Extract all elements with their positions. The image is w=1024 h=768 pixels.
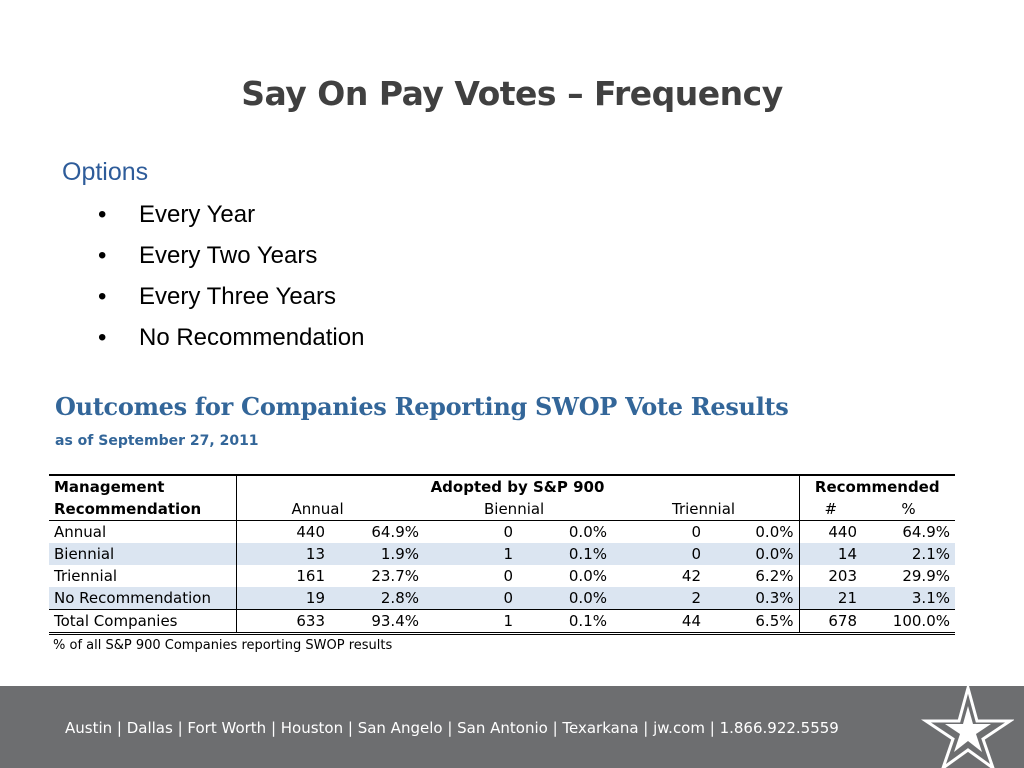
triennial-count: 42 bbox=[681, 567, 701, 585]
triennial-percent: 6.2% bbox=[755, 567, 794, 585]
row-label: Biennial bbox=[49, 543, 236, 565]
table-title: Outcomes for Companies Reporting SWOP Vo… bbox=[55, 392, 789, 421]
list-item: • Every Three Years bbox=[98, 282, 364, 323]
footer-bar: Austin | Dallas | Fort Worth | Houston |… bbox=[0, 686, 1024, 768]
header-percent: % bbox=[862, 498, 955, 521]
biennial-percent: 0.0% bbox=[568, 523, 607, 541]
table-row: No Recommendation 19 2.8% 0 0.0% 2 0.3% … bbox=[49, 587, 955, 610]
header-row: Management Adopted by S&P 900 Recommende… bbox=[49, 474, 955, 498]
table-row: Annual 440 64.9% 0 0.0% 0 0.0% 440 64.9% bbox=[49, 520, 955, 543]
option-label: Every Three Years bbox=[139, 283, 337, 310]
list-item: • Every Year bbox=[98, 200, 364, 241]
annual-count: 440 bbox=[235, 520, 330, 543]
bullet-icon: • bbox=[98, 242, 107, 269]
star-logo-icon bbox=[921, 686, 1014, 768]
biennial-percent: 0.0% bbox=[568, 567, 607, 585]
table-footnote: % of all S&P 900 Companies reporting SWO… bbox=[53, 638, 393, 653]
total-row: Total Companies 633 93.4% 1 0.1% 44 6.5%… bbox=[49, 609, 955, 635]
footer-offices: Austin | Dallas | Fort Worth | Houston |… bbox=[65, 719, 839, 737]
biennial-count: 1 bbox=[424, 609, 518, 635]
header-management: Management bbox=[49, 474, 236, 498]
recommended-percent: 3.1% bbox=[862, 587, 955, 610]
annual-count: 161 bbox=[235, 565, 330, 587]
table-row: Biennial 13 1.9% 1 0.1% 0 0.0% 14 2.1% bbox=[49, 543, 955, 565]
bullet-icon: • bbox=[98, 324, 107, 351]
option-label: Every Two Years bbox=[139, 242, 318, 269]
options-list: • Every Year • Every Two Years • Every Thre… bbox=[98, 200, 364, 364]
annual-percent: 1.9% bbox=[330, 543, 424, 565]
options-heading: Options bbox=[62, 158, 149, 186]
biennial-count: 0 bbox=[503, 523, 513, 541]
triennial-percent: 0.3% bbox=[706, 587, 799, 610]
recommended-count: 678 bbox=[798, 609, 862, 635]
triennial-count: 44 bbox=[612, 609, 706, 635]
header-biennial: Biennial bbox=[424, 498, 612, 521]
recommended-percent: 64.9% bbox=[902, 523, 950, 541]
recommended-count: 21 bbox=[798, 587, 862, 610]
bullet-icon: • bbox=[98, 283, 107, 310]
triennial-count: 0 bbox=[691, 523, 701, 541]
bullet-icon: • bbox=[98, 201, 107, 228]
table-subtitle: as of September 27, 2011 bbox=[55, 433, 259, 449]
row-label: Annual bbox=[54, 523, 107, 541]
results-table: Management Adopted by S&P 900 Recommende… bbox=[49, 474, 955, 635]
header-adopted: Adopted by S&P 900 bbox=[235, 474, 799, 498]
header-triennial: Triennial bbox=[612, 498, 799, 521]
recommended-percent: 100.0% bbox=[862, 609, 955, 635]
biennial-percent: 0.1% bbox=[518, 543, 612, 565]
row-label: No Recommendation bbox=[49, 587, 236, 610]
triennial-percent: 0.0% bbox=[706, 543, 799, 565]
annual-percent: 93.4% bbox=[330, 609, 424, 635]
recommended-percent: 29.9% bbox=[902, 567, 950, 585]
header-count: # bbox=[798, 498, 862, 521]
row-label: Triennial bbox=[54, 567, 118, 585]
option-label: No Recommendation bbox=[139, 324, 365, 351]
recommended-count: 440 bbox=[798, 520, 862, 543]
header-recommendation: Recommendation bbox=[49, 498, 236, 521]
header-annual: Annual bbox=[235, 498, 424, 521]
biennial-count: 0 bbox=[503, 567, 513, 585]
annual-percent: 64.9% bbox=[371, 523, 419, 541]
header-recommended: Recommended bbox=[798, 474, 955, 498]
annual-percent: 2.8% bbox=[330, 587, 424, 610]
recommended-count: 203 bbox=[798, 565, 862, 587]
annual-count: 13 bbox=[235, 543, 330, 565]
annual-count: 19 bbox=[235, 587, 330, 610]
annual-percent: 23.7% bbox=[371, 567, 419, 585]
table-row: Triennial 161 23.7% 0 0.0% 42 6.2% 203 2… bbox=[49, 565, 955, 587]
biennial-count: 1 bbox=[424, 543, 518, 565]
triennial-percent: 6.5% bbox=[706, 609, 799, 635]
row-label: Total Companies bbox=[49, 609, 236, 635]
option-label: Every Year bbox=[139, 201, 256, 228]
slide-title: Say On Pay Votes – Frequency bbox=[241, 74, 783, 113]
list-item: • Every Two Years bbox=[98, 241, 364, 282]
recommended-percent: 2.1% bbox=[862, 543, 955, 565]
biennial-percent: 0.0% bbox=[518, 587, 612, 610]
annual-count: 633 bbox=[235, 609, 330, 635]
biennial-percent: 0.1% bbox=[518, 609, 612, 635]
triennial-percent: 0.0% bbox=[755, 523, 794, 541]
list-item: • No Recommendation bbox=[98, 323, 364, 364]
triennial-count: 2 bbox=[612, 587, 706, 610]
biennial-count: 0 bbox=[424, 587, 518, 610]
recommended-count: 14 bbox=[798, 543, 862, 565]
triennial-count: 0 bbox=[612, 543, 706, 565]
header-row: Recommendation Annual Biennial Triennial… bbox=[49, 498, 955, 521]
